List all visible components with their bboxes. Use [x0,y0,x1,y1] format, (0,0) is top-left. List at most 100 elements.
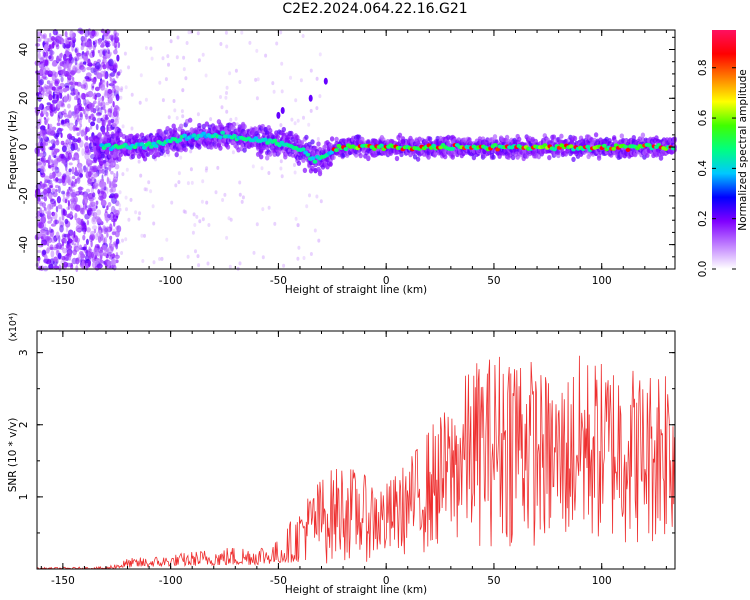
spectrogram-ytick-label: 0 [18,144,30,151]
spectrogram-noise-point [115,116,120,120]
spectrogram-noise-point [37,52,41,60]
spectrogram-noise-point [46,105,49,110]
spectrogram-noise-point [318,94,322,99]
spectrogram-noise-point [65,152,68,159]
spectrogram-noise-point [192,212,196,217]
spectrogram-noise-point [102,159,107,163]
spectrogram-noise-point [40,137,44,143]
spectrogram-noise-point [73,171,79,177]
spectrogram-noise-point [216,165,220,170]
spectrogram-noise-point [86,66,92,71]
spectrogram-noise-point [152,221,156,226]
spectrogram-noise-point [48,165,52,169]
spectrogram-noise-point [297,245,301,250]
spectrogram-noise-point [70,200,77,205]
spectrogram-band-point [281,126,286,133]
spectrogram-noise-point [55,85,59,93]
spectrogram-noise-point [296,256,300,261]
spectrogram-noise-point [92,40,95,46]
spectrogram-noise-point [104,73,107,80]
spectrogram-noise-point [79,29,85,35]
spectrogram-noise-point [104,227,109,233]
spectrogram-noise-point [279,159,283,164]
spectrogram-noise-point [91,93,95,100]
spectrogram-noise-point [81,92,86,100]
spectrogram-noise-point [87,58,91,66]
spectrogram-noise-point [68,81,74,85]
spectrogram-noise-point [69,125,73,131]
spectrogram-noise-point [86,171,89,176]
spectrogram-noise-point [45,159,50,163]
spectrogram-noise-point [49,110,54,117]
spectrogram-noise-point [115,242,119,250]
spectrogram-noise-point [49,80,54,85]
spectrogram-noise-point [96,72,103,80]
spectrogram-noise-point [294,98,298,103]
spectrogram-noise-point [279,30,283,35]
spectrogram-noise-point [49,32,52,38]
spectrogram-noise-point [301,34,305,38]
spectrogram-ridge-point [146,141,152,146]
spectrogram-noise-point [149,189,153,194]
spectrogram-noise-point [47,203,52,211]
spectrogram-noise-point [255,222,259,227]
spectrogram-band-point [97,132,102,138]
spectrogram-noise-point [87,260,91,267]
spectrogram-noise-point [59,40,62,45]
spectrogram-noise-point [315,106,319,111]
spectrogram-noise-point [58,235,61,243]
spectrogram-noise-point [181,88,185,93]
spectrogram-noise-point [65,226,69,233]
spectrogram-noise-point [196,254,200,259]
spectrogram-noise-point [238,261,242,266]
spectrogram-noise-point [112,68,118,73]
spectrogram-noise-point [88,168,93,173]
spectrogram-noise-point [82,36,86,42]
spectrogram-band-point [179,123,184,129]
spectrogram-noise-point [38,79,44,86]
spectrogram-noise-point [282,263,286,268]
spectrogram-noise-point [67,152,72,160]
spectrogram-band-point [517,136,522,142]
spectrogram-band-point [108,153,113,159]
spectrogram-noise-point [221,198,225,202]
spectrogram-noise-point [68,168,72,173]
spectrogram-band-point [183,147,188,153]
spectrogram-noise-point [107,213,111,219]
spectrogram-ridge-point [450,146,455,151]
spectrogram-noise-point [296,118,300,123]
spectrogram-noise-point [75,222,79,226]
spectrogram-noise-point [49,185,53,189]
spectrogram-noise-point [115,252,119,257]
spectrogram-noise-point [84,52,88,57]
spectrogram-noise-point [43,44,49,52]
spectrogram-noise-point [112,161,116,166]
spectrogram-noise-point [46,247,50,254]
spectrogram-band-point [135,133,140,139]
spectrogram-noise-point [96,209,102,216]
spectrogram-noise-point [289,75,292,80]
spectrogram-noise-point [163,153,167,158]
spectrogram-noise-point [56,196,62,204]
spectrogram-noise-point [87,171,92,178]
spectrogram-noise-point [82,61,87,65]
spectrogram-noise-point [90,230,95,236]
spectrogram-noise-point [309,68,313,73]
spectrogram-noise-point [109,252,114,259]
spectrogram-noise-point [59,153,64,159]
snr-xlabel: Height of straight line (km) [285,584,427,596]
spectrogram-noise-point [48,154,52,161]
spectrogram-noise-point [53,237,57,243]
spectrogram-band-point [118,152,124,158]
spectrogram-noise-point [121,124,125,129]
spectrogram-noise-point [74,57,78,66]
spectrogram-noise-point [56,55,60,63]
spectrogram-noise-point [261,255,265,260]
spectrogram-noise-point [40,67,47,74]
spectrogram-noise-point [92,212,95,216]
spectrogram-noise-point [48,139,51,144]
spectrogram-band-point [394,155,400,162]
spectrogram-noise-point [115,93,120,102]
spectrogram-xtick-label: -100 [159,275,183,287]
